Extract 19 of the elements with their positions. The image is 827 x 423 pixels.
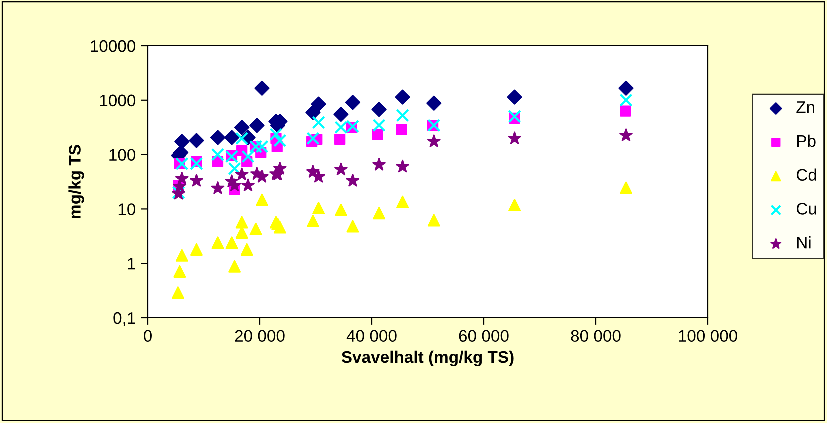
y-tick-label: 100 (110, 149, 136, 162)
y-tick-label: 10000 (91, 40, 136, 52)
legend-label: Cd (796, 168, 816, 182)
legend-label: Zn (796, 102, 814, 114)
x-tick-label: 80 000 (571, 330, 621, 342)
x-tick-label: 40 000 (346, 330, 397, 342)
x-axis-title: Svavelhalt (mg/kg TS) (342, 350, 514, 367)
y-axis-title: mg/kg TS (68, 145, 84, 218)
legend-label: Pb (798, 134, 816, 148)
y-tick-label: 1 (128, 258, 136, 270)
legend-label: Cu (796, 203, 816, 215)
x-tick-label: 60 000 (459, 330, 509, 342)
x-tick-label: 0 (144, 330, 152, 342)
x-tick-label: 100 000 (679, 330, 738, 342)
x-tick-label: 20 000 (235, 330, 285, 342)
y-tick-label: 10 (118, 204, 136, 216)
legend-label: Ni (798, 236, 811, 249)
y-tick-label: 0,1 (114, 312, 136, 326)
y-tick-label: 1000 (100, 94, 136, 107)
